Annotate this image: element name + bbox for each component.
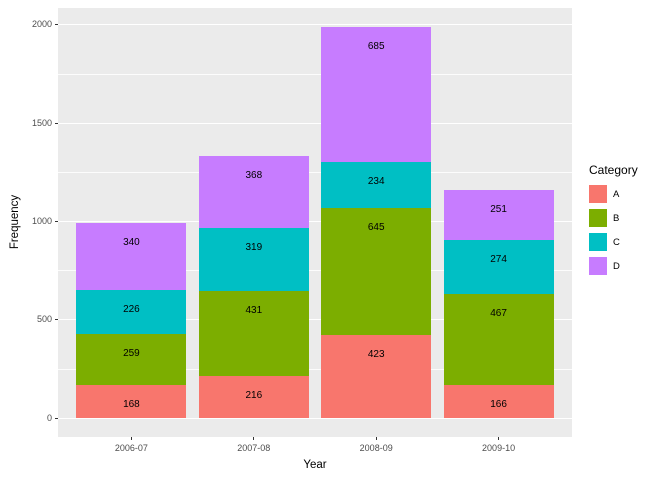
y-tick-mark [55,221,58,223]
y-tick-label: 1500 [31,117,52,128]
bar-segment-B-2006-07: 259 [76,334,187,386]
x-tick-label: 2006-07 [114,443,148,453]
bar-segment-D-2006-07: 340 [76,222,187,290]
bar-value-label: 467 [490,307,507,319]
gridline-major [58,122,572,124]
bar-segment-C-2008-09: 234 [321,162,432,209]
bar-value-label: 251 [490,204,507,216]
plot-panel: 168 259 226 340 216 431 319 368 423 645 234 685 166 4… [58,8,572,437]
x-tick-label: 2008-09 [359,443,393,453]
x-tick-mark [375,437,377,440]
legend-item-label: C [613,236,620,248]
bar-segment-C-2006-07: 226 [76,289,187,335]
legend-item-C: C [589,233,638,251]
x-tick-mark [253,437,255,440]
bar-segment-D-2009-10: 251 [443,190,554,240]
bar-segment-A-2008-09: 423 [321,334,432,419]
gridline-minor [58,73,572,75]
y-tick-mark [55,122,58,124]
legend-swatch-C [589,233,607,251]
bar-value-label: 226 [123,303,140,315]
gridline-major [58,24,572,26]
x-tick-label: 2007-08 [237,443,271,453]
gridline-major [58,220,572,223]
legend-item-A: A [589,185,638,203]
bar-segment-A-2009-10: 166 [443,385,554,419]
bar-segment-B-2009-10: 467 [443,293,554,386]
bar-segment-C-2009-10: 274 [443,239,554,294]
bar-value-label: 274 [490,253,507,265]
legend-swatch-A [589,185,607,203]
bar-value-label: 423 [367,348,385,360]
bar-value-label: 259 [123,348,140,360]
gridline-minor [58,368,572,370]
bar-value-label: 685 [367,41,385,53]
bar-segment-A-2006-07: 168 [76,385,187,419]
x-tick-mark [130,437,132,440]
y-tick-label: 0 [46,412,52,423]
legend-item-label: D [613,260,620,272]
bar-segment-B-2008-09: 645 [321,208,432,335]
legend-swatch-B [589,209,607,227]
y-tick-mark [55,319,58,321]
x-tick-mark [498,437,500,440]
y-tick-label: 1000 [31,216,52,227]
legend-item-B: B [589,209,638,227]
legend-item-D: D [589,257,638,275]
legend-item-label: B [613,212,620,224]
bar-value-label: 234 [367,176,385,188]
gridline-minor [58,270,572,271]
gridline-major [58,417,572,419]
bar-segment-C-2007-08: 319 [198,228,309,291]
y-tick-mark [55,417,58,419]
bar-value-label: 645 [367,222,385,234]
bar-value-label: 166 [490,399,507,411]
bar-value-label: 168 [123,399,140,411]
y-axis-title: Frequency [9,194,21,250]
gridline-major [58,319,572,321]
bar-value-label: 319 [245,242,263,254]
x-tick-label: 2009-10 [482,443,516,453]
y-tick-mark [55,24,58,26]
legend-title: Category [589,163,638,177]
legend-swatch-D [589,257,607,275]
y-tick-label: 500 [36,314,52,325]
bar-segment-A-2007-08: 216 [198,375,309,419]
bar-value-label: 368 [245,169,263,181]
bar-segment-D-2007-08: 368 [198,155,309,229]
legend-item-label: A [613,188,620,200]
bar-segment-D-2008-09: 685 [321,27,432,163]
bar-value-label: 431 [245,304,263,316]
x-axis-title: Year [303,459,327,471]
gridline-minor [58,172,572,173]
bar-segment-B-2007-08: 431 [198,290,309,376]
y-tick-label: 2000 [31,19,52,30]
bar-value-label: 216 [245,389,263,401]
bar-value-label: 340 [123,236,140,248]
